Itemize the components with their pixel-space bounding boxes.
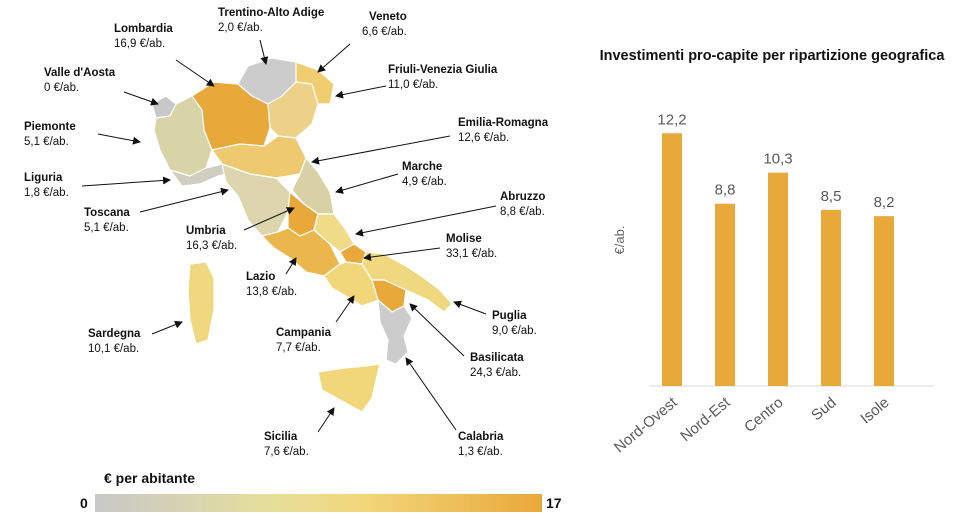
region-value: 8,8 €/ab. bbox=[500, 206, 545, 218]
region-name: Sicilia bbox=[264, 431, 298, 443]
legend-gradient-bar bbox=[95, 494, 542, 512]
region-name: Puglia bbox=[492, 310, 527, 322]
data-label: 8,5 bbox=[821, 188, 842, 205]
region-name: Sardegna bbox=[88, 328, 141, 340]
label-toscana: Toscana 5,1 €/ab. bbox=[84, 206, 130, 236]
region-friuli bbox=[295, 61, 335, 105]
region-lazio bbox=[261, 227, 341, 277]
region-name: Molise bbox=[446, 233, 482, 245]
region-lombardia bbox=[191, 81, 271, 151]
label-veneto: Veneto 6,6 €/ab. bbox=[362, 10, 407, 40]
label-puglia: Puglia 9,0 €/ab. bbox=[492, 309, 537, 339]
region-sardegna bbox=[187, 261, 215, 345]
label-basilicata: Basilicata 24,3 €/ab. bbox=[470, 351, 524, 381]
region-name: Trentino-Alto Adige bbox=[218, 7, 325, 19]
map-graphic bbox=[81, 39, 497, 433]
region-value: 11,0 €/ab. bbox=[388, 79, 439, 91]
label-lazio: Lazio 13,8 €/ab. bbox=[246, 270, 297, 300]
region-name: Lazio bbox=[246, 271, 276, 283]
label-sicilia: Sicilia 7,6 €/ab. bbox=[264, 430, 309, 460]
region-value: 6,6 €/ab. bbox=[362, 26, 407, 38]
region-name: Toscana bbox=[84, 207, 130, 219]
region-calabria bbox=[377, 299, 413, 365]
label-abruzzo: Abruzzo 8,8 €/ab. bbox=[500, 190, 545, 220]
region-name: Abruzzo bbox=[500, 191, 546, 203]
region-value: 2,0 €/ab. bbox=[218, 22, 263, 34]
label-umbria: Umbria 16,3 €/ab. bbox=[186, 224, 237, 254]
region-value: 7,6 €/ab. bbox=[264, 446, 309, 458]
region-value: 4,9 €/ab. bbox=[402, 176, 447, 188]
region-name: Marche bbox=[402, 161, 443, 173]
data-label: 8,8 bbox=[715, 182, 736, 199]
label-molise: Molise 33,1 €/ab. bbox=[446, 232, 497, 262]
label-liguria: Liguria 1,8 €/ab. bbox=[24, 171, 69, 201]
region-value: 12,6 €/ab. bbox=[458, 132, 510, 144]
legend-max: 17 bbox=[546, 495, 562, 511]
region-name: Umbria bbox=[186, 225, 226, 237]
region-name: Lombardia bbox=[114, 23, 173, 35]
region-value: 16,3 €/ab. bbox=[186, 240, 238, 252]
region-value: 1,8 €/ab. bbox=[24, 187, 69, 199]
chart-plot: €/ab. 12,2 Nord-Ovest 8,8 Nord-Est 10,3 Centro… bbox=[611, 111, 934, 457]
region-name: Calabria bbox=[458, 431, 504, 443]
legend-title: € per abitante bbox=[104, 470, 196, 486]
region-value: 1,3 €/ab. bbox=[458, 446, 503, 458]
label-piemonte: Piemonte 5,1 €/ab. bbox=[24, 120, 76, 150]
region-name: Basilicata bbox=[470, 352, 524, 364]
label-valle: Valle d'Aosta 0 €/ab. bbox=[44, 66, 115, 96]
region-value: 13,8 €/ab. bbox=[246, 286, 298, 298]
region-name: Campania bbox=[276, 327, 331, 339]
bar-sud bbox=[821, 209, 841, 386]
region-value: 0 €/ab. bbox=[44, 82, 80, 94]
region-value: 24,3 €/ab. bbox=[470, 367, 522, 379]
label-lombardia: Lombardia 16,9 €/ab. bbox=[114, 22, 173, 52]
region-sicilia bbox=[317, 363, 381, 413]
label-emilia: Emilia-Romagna 12,6 €/ab. bbox=[458, 116, 548, 146]
legend-min: 0 bbox=[80, 495, 88, 511]
data-label: 10,3 bbox=[763, 151, 792, 168]
data-label: 8,2 bbox=[874, 194, 895, 211]
region-value: 5,1 €/ab. bbox=[84, 222, 129, 234]
label-friuli: Friuli-Venezia Giulia 11,0 €/ab. bbox=[388, 63, 497, 93]
chart-title: Investimenti pro-capite per ripartizione… bbox=[599, 48, 945, 64]
region-name: Piemonte bbox=[24, 121, 76, 133]
bar-nord-est bbox=[715, 203, 735, 386]
region-name: Emilia-Romagna bbox=[458, 117, 549, 129]
y-axis-label: €/ab. bbox=[612, 226, 627, 255]
region-veneto bbox=[267, 81, 319, 139]
bar-chart: Investimenti pro-capite per ripartizione… bbox=[590, 0, 954, 516]
label-trentino: Trentino-Alto Adige 2,0 €/ab. bbox=[218, 6, 324, 36]
data-label: 12,2 bbox=[657, 111, 686, 128]
region-value: 9,0 €/ab. bbox=[492, 325, 537, 337]
region-value: 16,9 €/ab. bbox=[114, 38, 166, 50]
tick-label: Nord-Est bbox=[677, 394, 734, 446]
italy-map: Lombardia 16,9 €/ab. Trentino-Alto Adige 2… bbox=[24, 6, 562, 512]
label-sardegna: Sardegna 10,1 €/ab. bbox=[88, 327, 140, 357]
bar-nord-ovest bbox=[662, 133, 682, 386]
bar-isole bbox=[874, 216, 894, 386]
tick-label: Centro bbox=[741, 394, 786, 436]
region-value: 10,1 €/ab. bbox=[88, 343, 140, 355]
region-name: Friuli-Venezia Giulia bbox=[388, 64, 498, 76]
region-value: 33,1 €/ab. bbox=[446, 248, 498, 260]
region-name: Liguria bbox=[24, 172, 63, 184]
tick-label: Sud bbox=[808, 394, 839, 424]
region-name: Valle d'Aosta bbox=[44, 67, 116, 79]
label-calabria: Calabria 1,3 €/ab. bbox=[458, 430, 503, 460]
tick-label: Nord-Ovest bbox=[611, 394, 681, 457]
region-value: 7,7 €/ab. bbox=[276, 342, 321, 354]
bar-centro bbox=[768, 172, 788, 386]
region-name: Veneto bbox=[369, 11, 407, 23]
tick-label: Isole bbox=[857, 394, 892, 427]
region-value: 5,1 €/ab. bbox=[24, 136, 69, 148]
label-marche: Marche 4,9 €/ab. bbox=[402, 160, 447, 190]
label-campania: Campania 7,7 €/ab. bbox=[276, 326, 331, 356]
